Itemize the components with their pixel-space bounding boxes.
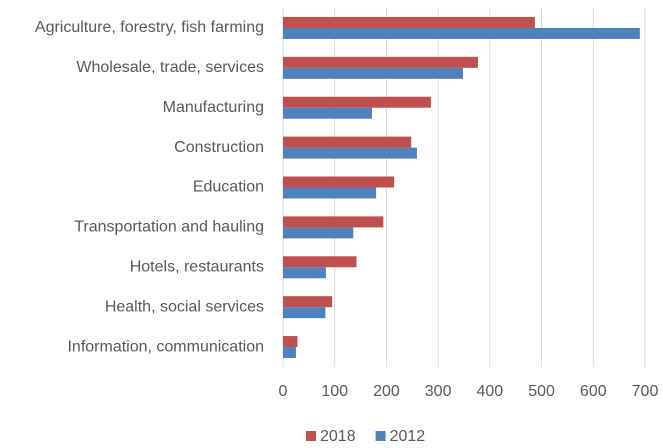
y-tick-label: Hotels, restaurants [130, 258, 264, 275]
bar [283, 267, 326, 279]
x-tick-label: 400 [477, 383, 504, 400]
x-tick-label: 100 [321, 383, 348, 400]
x-tick-label: 200 [373, 383, 400, 400]
y-tick-label: Education [193, 179, 264, 196]
y-tick-label: Construction [174, 139, 264, 156]
x-tick-label: 600 [580, 383, 607, 400]
bar [283, 336, 298, 348]
x-tick-label: 0 [279, 383, 288, 400]
bar [283, 27, 640, 39]
legend-label: 2012 [390, 428, 426, 445]
x-tick-label: 500 [528, 383, 555, 400]
bar [283, 296, 333, 308]
bar [283, 256, 357, 268]
bar [283, 96, 431, 108]
bar [283, 56, 478, 68]
bar [283, 136, 412, 148]
bar [283, 307, 326, 319]
y-tick-label: Information, communication [67, 338, 264, 355]
x-tick-label: 700 [632, 383, 659, 400]
legend-swatch [375, 431, 386, 441]
bar [283, 147, 417, 159]
legend-swatch [306, 431, 316, 441]
y-tick-label: Health, social services [105, 298, 264, 315]
bar [283, 67, 463, 79]
bar [283, 216, 384, 228]
y-tick-label: Transportation and hauling [74, 219, 264, 236]
bar [283, 176, 395, 188]
bar [283, 227, 354, 239]
y-tick-label: Wholesale, trade, services [76, 59, 264, 76]
bar [283, 16, 535, 28]
y-tick-label: Agriculture, forestry, fish farming [35, 19, 264, 36]
legend-label: 2018 [320, 428, 356, 445]
bar [283, 187, 377, 199]
bar [283, 107, 372, 119]
y-tick-label: Manufacturing [163, 99, 264, 116]
x-tick-label: 300 [425, 383, 452, 400]
bar [283, 347, 296, 359]
